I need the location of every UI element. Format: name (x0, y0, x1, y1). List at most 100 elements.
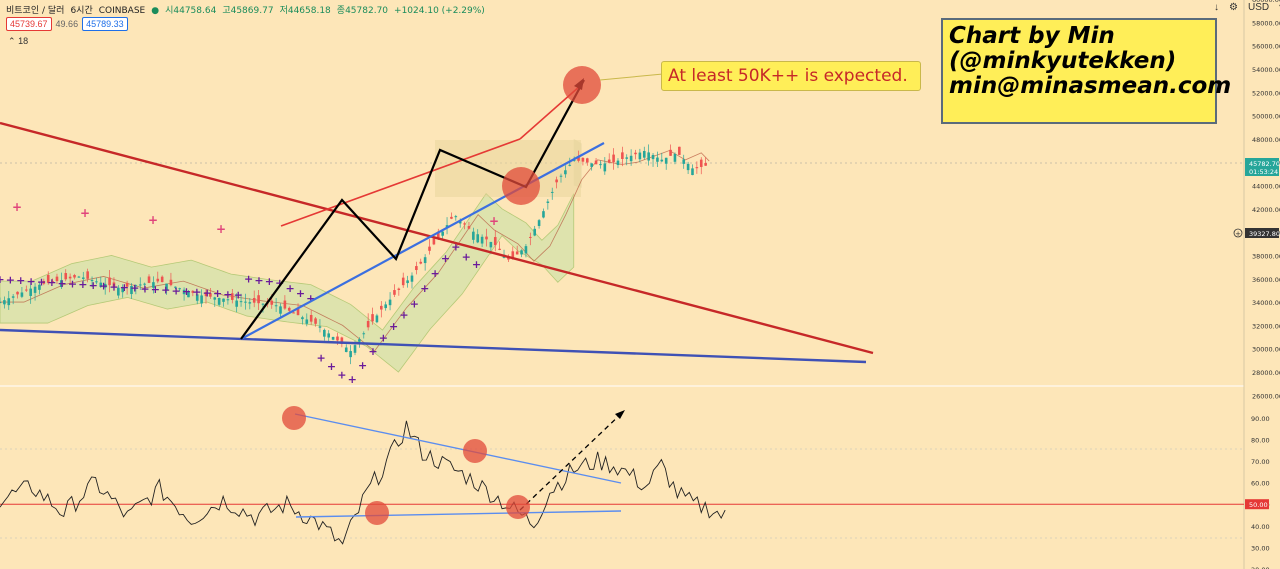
candle (493, 230, 497, 252)
candle-body (607, 159, 611, 163)
candle-body (46, 274, 50, 283)
status-dot-icon: ● (151, 6, 160, 16)
sar-marker: + (379, 331, 388, 344)
candle-body (64, 273, 68, 280)
candle (371, 307, 374, 325)
candle-body (603, 163, 607, 172)
ichimoku-cloud (0, 193, 575, 373)
candle (467, 222, 471, 230)
sar-marker: + (26, 275, 35, 288)
symbol-name[interactable]: 비트코인 / 달러 (6, 6, 65, 16)
candle-body (704, 163, 707, 166)
candle-body (130, 285, 133, 295)
brand-line-2: (@minkyutekken) (949, 48, 1177, 74)
candle (46, 271, 50, 285)
collapse-chevron-icon[interactable]: ⌃ (8, 36, 16, 46)
candle (515, 245, 519, 255)
candle (73, 273, 76, 280)
pink-cross-marker: + (80, 206, 90, 220)
candle (147, 274, 151, 284)
sar-marker: + (348, 373, 357, 386)
candle-body (577, 156, 580, 161)
candle-body (384, 304, 387, 309)
rsi-support-trendline (295, 510, 622, 518)
sar-marker: + (472, 258, 481, 271)
sar-marker: + (451, 240, 460, 253)
sar-marker: + (265, 275, 274, 288)
candle-body (520, 250, 523, 255)
indicator-legend[interactable]: ⌃ 18 (8, 36, 28, 47)
target-callout[interactable]: At least 50K++ is expected. (661, 61, 921, 91)
candle-body (51, 281, 54, 283)
open-value: 시44758.64 (165, 6, 217, 16)
candle (669, 144, 672, 156)
descending-resistance-line (0, 121, 874, 355)
candle-body (301, 317, 304, 320)
candle (380, 301, 383, 318)
candle-body (585, 158, 589, 163)
candle-body (55, 276, 59, 282)
candle-body (143, 283, 146, 285)
candle (638, 148, 642, 163)
candle-body (533, 228, 537, 236)
sar-marker: + (68, 278, 77, 291)
sar-marker: + (420, 282, 429, 295)
candle (314, 316, 317, 327)
candle (397, 287, 401, 296)
candle-body (195, 294, 199, 301)
candle-body (156, 278, 160, 282)
candle-body (410, 275, 414, 282)
candle (621, 146, 624, 167)
sar-marker: + (89, 279, 98, 292)
sar-marker: + (358, 359, 367, 372)
candle (331, 336, 335, 341)
candle-body (29, 288, 32, 296)
price-tick-label: 54000.00 (1252, 66, 1280, 74)
sar-marker: + (6, 273, 15, 286)
sell-price-button[interactable]: 45739.67 (6, 17, 52, 31)
last-price-tag (1245, 158, 1279, 176)
sar-marker: + (410, 297, 419, 310)
candle (537, 218, 541, 229)
candle-body (428, 246, 431, 251)
sar-marker: + (120, 281, 129, 294)
candle (11, 293, 15, 305)
sar-marker: + (47, 276, 56, 289)
candle-body (292, 312, 295, 314)
candle (616, 158, 620, 169)
candle (244, 293, 247, 310)
candle-body (375, 315, 379, 323)
candle-body (336, 336, 339, 341)
candle-body (423, 257, 427, 264)
candle-body (182, 289, 186, 295)
currency-select[interactable]: USD (1247, 2, 1270, 13)
candle-body (380, 305, 383, 310)
gear-icon[interactable]: ⚙ (1229, 2, 1238, 13)
sar-marker: + (151, 283, 160, 296)
candle (691, 164, 694, 176)
price-tick-label: 42000.00 (1252, 206, 1280, 214)
candle (3, 296, 6, 309)
sar-marker: + (223, 288, 232, 301)
candle (99, 276, 103, 288)
symbol-header: 비트코인 / 달러 6시간 COINBASE ● 시44758.64 고45869.77 저… (6, 3, 491, 16)
candle-body (103, 283, 107, 288)
candle (283, 295, 287, 310)
sar-marker: + (462, 250, 471, 263)
download-icon[interactable]: ↓ (1214, 2, 1219, 13)
candle-body (24, 289, 28, 291)
interval-label[interactable]: 6시간 (70, 6, 93, 16)
crosshair-price-label: 39327.80 (1249, 230, 1280, 238)
sar-marker: + (109, 280, 118, 293)
price-tick-label: 34000.00 (1252, 299, 1280, 307)
candle-body (99, 282, 103, 287)
sar-marker: + (182, 285, 191, 298)
buy-price-button[interactable]: 45789.33 (82, 17, 128, 31)
sar-marker: + (296, 287, 305, 300)
candle-body (542, 211, 545, 218)
candle-body (213, 297, 217, 300)
candle (559, 173, 563, 183)
candle-body (77, 276, 81, 278)
candle (410, 272, 414, 289)
